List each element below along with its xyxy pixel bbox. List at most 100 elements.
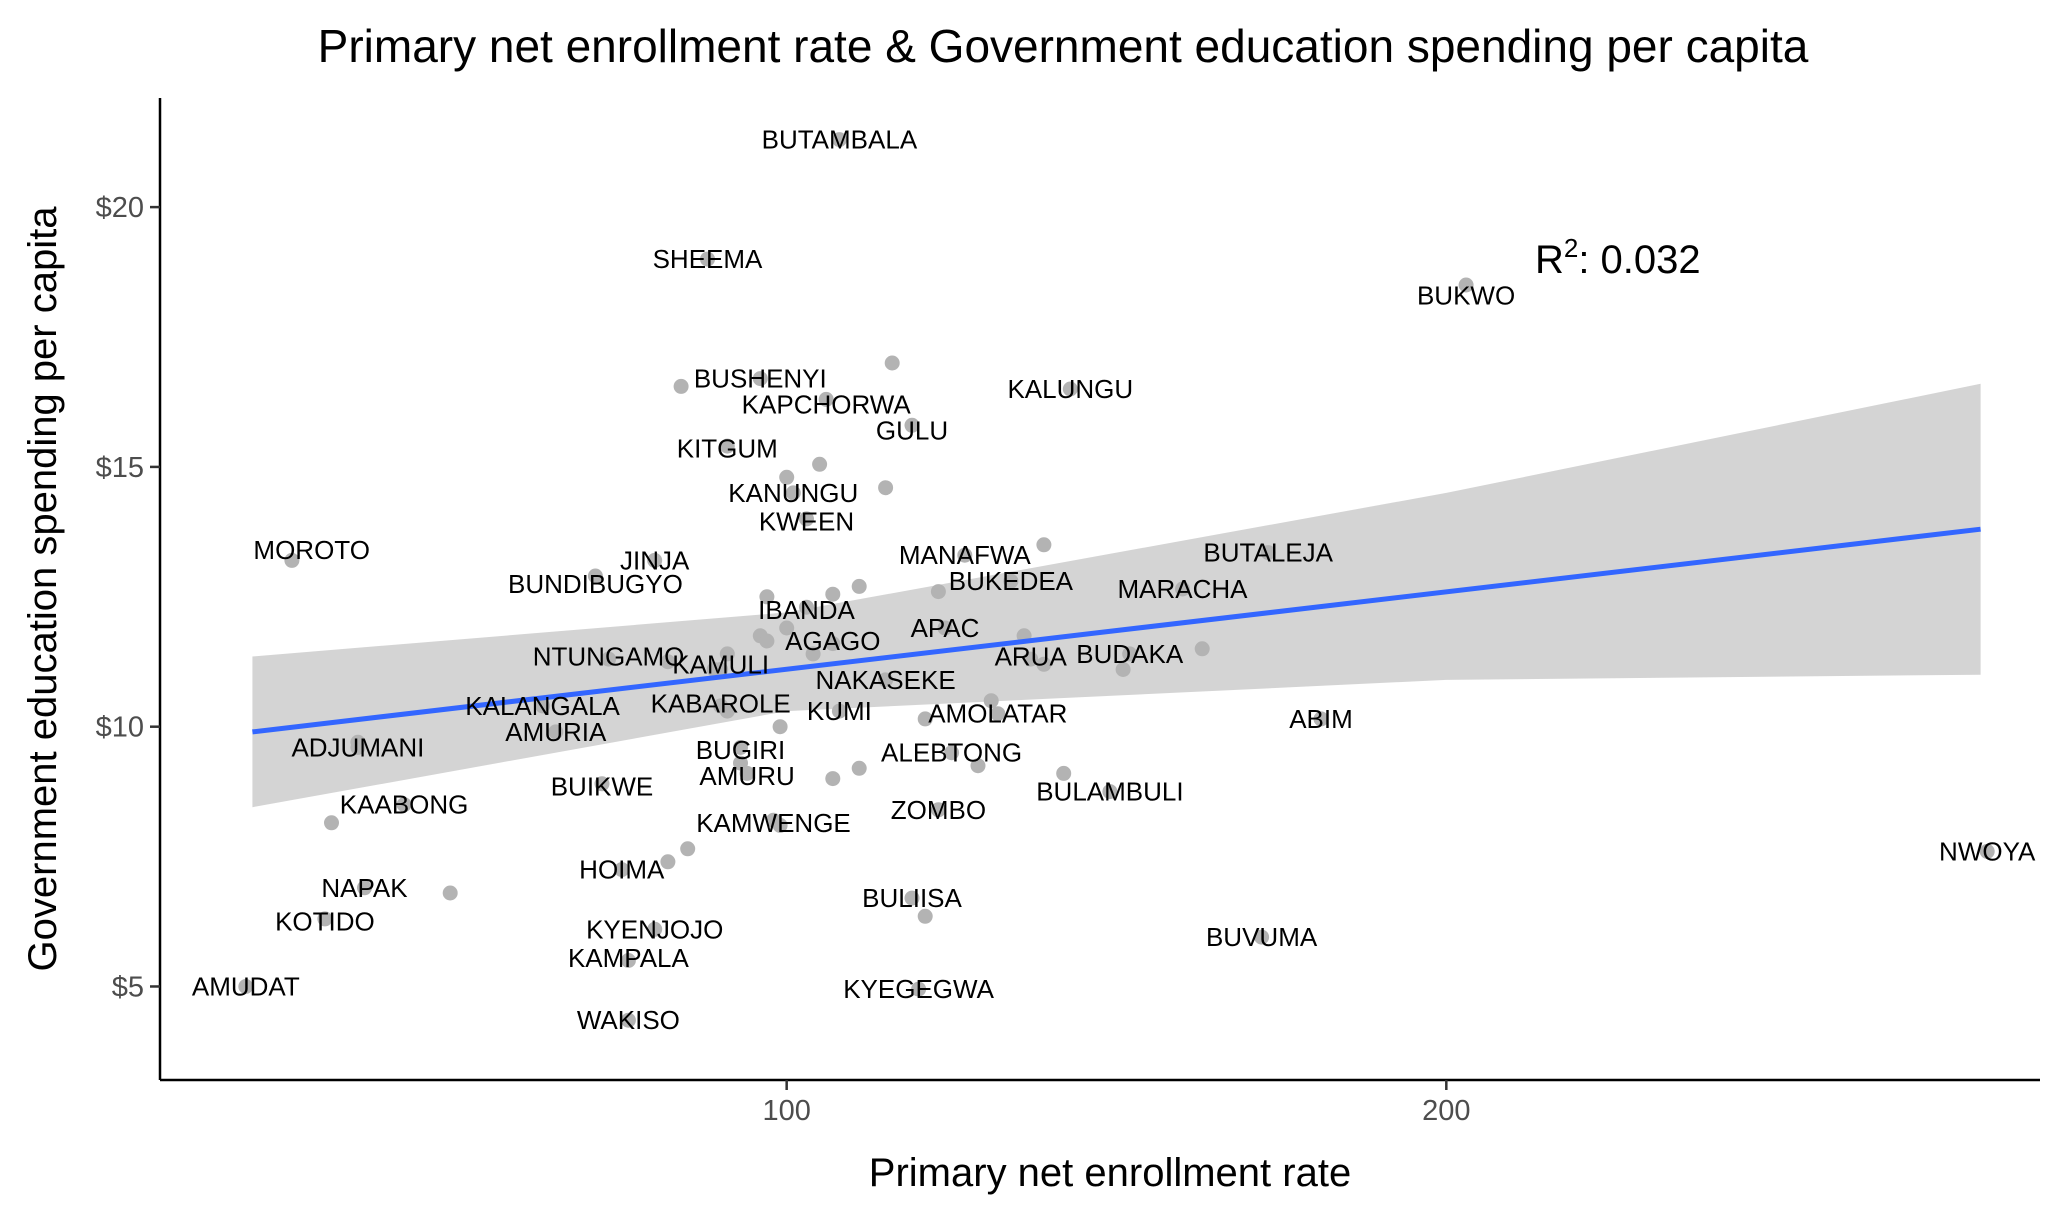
data-point-kween	[799, 511, 814, 527]
fit-line-layer	[252, 526, 1981, 735]
data-point-kyenjojo	[647, 921, 663, 937]
point-label-amuria: AMURIA	[505, 717, 607, 747]
data-point-hoima	[614, 862, 630, 878]
confidence-band-layer	[252, 383, 1981, 808]
data-point-unlabeled-64	[805, 646, 821, 662]
point-label-bundibugyo: BUNDIBUGYO	[508, 569, 683, 599]
r-squared-annotation: R2: 0.032	[1535, 233, 1701, 282]
data-point-unlabeled-86	[324, 815, 339, 831]
x-tick-label: 200	[1422, 1095, 1470, 1127]
data-point-amuria	[548, 724, 564, 740]
point-label-sheema: SHEEMA	[653, 244, 763, 274]
data-point-unlabeled-78	[970, 758, 986, 774]
point-label-kamuli: KAMULI	[672, 649, 769, 679]
data-point-buvuma	[1254, 929, 1270, 945]
point-label-kamwenge: KAMWENGE	[696, 808, 851, 838]
y-tick-label: $5	[112, 971, 144, 1003]
data-point-arua	[1023, 651, 1039, 667]
point-label-maracha: MARACHA	[1117, 574, 1248, 604]
data-point-unlabeled-85	[917, 908, 933, 924]
data-point-unlabeled-77	[825, 771, 841, 787]
data-point-alebtong	[944, 745, 960, 761]
point-label-agago: AGAGO	[785, 626, 880, 656]
point-label-kabarole: KABAROLE	[651, 688, 791, 718]
x-tick-label: 100	[762, 1095, 810, 1127]
point-label-zombo: ZOMBO	[891, 795, 986, 825]
point-label-amudat: AMUDAT	[192, 972, 300, 1002]
x-axis-ticks: 100 200	[762, 1080, 1471, 1127]
data-point-gulu	[904, 417, 920, 433]
data-point-maracha	[1175, 581, 1190, 597]
point-label-buliisa: BULIISA	[862, 883, 962, 913]
data-point-buikwe	[594, 776, 610, 792]
point-label-gulu: GULU	[876, 416, 948, 446]
data-point-unlabeled-63	[759, 633, 775, 649]
data-point-kyegegwa	[911, 981, 927, 997]
data-point-unlabeled-84	[442, 885, 458, 901]
data-point-unlabeled-57	[851, 578, 867, 594]
point-label-kyenjojo: KYENJOJO	[586, 914, 723, 944]
data-point-kumi	[831, 703, 847, 719]
data-point-zombo	[930, 802, 946, 818]
point-label-jinja: JINJA	[620, 545, 690, 575]
point-label-apac: APAC	[911, 613, 980, 643]
data-point-unlabeled-55	[779, 469, 795, 485]
data-point-bukedea	[1003, 573, 1019, 589]
data-point-ntungamo	[601, 651, 617, 667]
data-point-manafwa	[957, 547, 973, 563]
data-point-unlabeled-70	[706, 662, 722, 677]
data-point-amolatar	[990, 706, 1006, 722]
data-point-unlabeled-60	[759, 589, 775, 605]
y-tick-label: $10	[96, 712, 144, 744]
point-label-napak: NAPAK	[321, 873, 408, 903]
data-point-unlabeled-87	[350, 734, 366, 750]
point-label-hoima: HOIMA	[579, 855, 665, 885]
data-point-unlabeled-66	[1036, 656, 1052, 672]
y-tick-label: $15	[96, 452, 144, 484]
data-point-butambala	[831, 132, 847, 148]
data-point-apac	[937, 620, 953, 636]
data-point-napak	[357, 880, 372, 896]
data-point-unlabeled-75	[983, 693, 999, 709]
point-label-alebtong: ALEBTONG	[881, 738, 1022, 768]
data-point-bundibugyo	[587, 568, 603, 584]
point-label-kanungu: KANUNGU	[728, 478, 858, 508]
point-label-kaabong: KAABONG	[340, 790, 469, 820]
point-label-budaka: BUDAKA	[1076, 639, 1184, 669]
point-label-nwoya: NWOYA	[1939, 836, 2036, 866]
data-point-jinja	[647, 552, 663, 568]
data-point-unlabeled-51	[884, 355, 900, 371]
point-label-butaleja: BUTALEJA	[1203, 538, 1333, 568]
data-point-unlabeled-76	[851, 760, 867, 776]
point-label-kitgum: KITGUM	[677, 434, 778, 464]
data-point-bugiri	[733, 740, 748, 755]
r-squared-symbol: R	[1535, 238, 1564, 282]
data-point-unlabeled-58	[825, 586, 841, 602]
data-point-unlabeled-52	[673, 378, 689, 394]
data-point-budaka	[1122, 646, 1138, 662]
data-point-unlabeled-54	[878, 480, 894, 496]
data-point-unlabeled-69	[660, 654, 676, 670]
point-label-kapchorwa: KAPCHORWA	[742, 390, 912, 420]
data-point-unlabeled-74	[917, 711, 933, 727]
data-point-moroto	[284, 552, 300, 568]
data-point-unlabeled-53	[812, 456, 828, 472]
data-point-kalungu	[1062, 381, 1078, 397]
regression-line	[252, 526, 1981, 735]
data-point-ibanda	[799, 599, 814, 615]
data-point-unlabeled-79	[1056, 765, 1072, 781]
data-point-unlabeled-81	[772, 817, 788, 833]
data-point-kitgum	[719, 438, 735, 454]
data-point-unlabeled-73	[719, 703, 735, 719]
data-point-unlabeled-83	[660, 854, 676, 870]
point-label-kyegegwa: KYEGEGWA	[843, 974, 994, 1004]
point-label-manafwa: MANAFWA	[899, 540, 1032, 570]
data-point-unlabeled-59	[930, 584, 946, 600]
point-label-bushenyi: BUSHENYI	[694, 364, 827, 394]
point-label-kalangala: KALANGALA	[465, 691, 620, 721]
data-point-unlabeled-71	[719, 646, 735, 662]
data-point-unlabeled-80	[733, 755, 748, 771]
point-label-arua: ARUA	[995, 642, 1068, 672]
